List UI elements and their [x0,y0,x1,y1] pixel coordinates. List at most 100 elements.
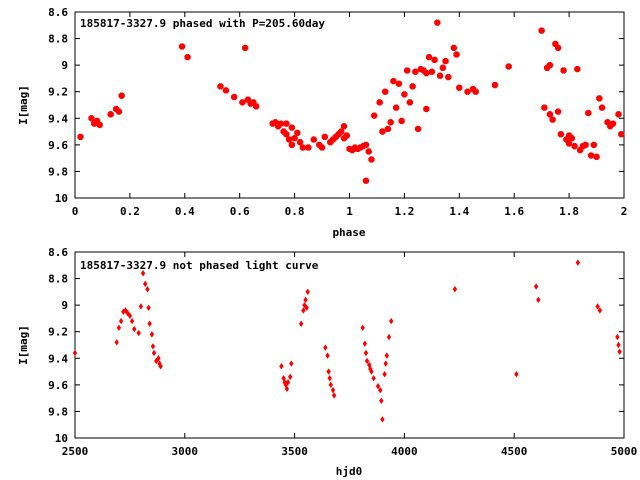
data-point [560,67,567,74]
data-point [554,44,562,52]
data-point [431,56,438,63]
data-point [406,99,414,106]
data-point [362,340,368,347]
data-point [379,128,386,135]
y-tick-label: 9.8 [48,405,68,418]
data-point [616,341,621,349]
data-point [158,363,163,370]
data-point [291,135,298,142]
data-point [442,58,449,65]
data-point [598,104,606,111]
data-point [231,93,238,101]
data-point [343,132,350,139]
data-point [289,360,294,367]
data-point [390,77,397,85]
x-tick-label: 3000 [172,445,199,458]
data-point [326,368,331,375]
data-point [178,43,186,50]
x-tick-label: 4000 [391,445,418,458]
data-point [184,54,191,61]
data-point [107,111,114,118]
data-point [546,62,554,69]
data-point [118,92,125,99]
unphased-light-curve-chart: 185817-3327.9 not phased light curve hjd… [17,246,637,478]
data-point [129,317,135,325]
data-point [321,133,328,141]
data-point [303,296,308,304]
data-point [283,131,290,138]
data-point [149,331,155,338]
data-point [328,381,334,389]
y-ticks: 8.6 8.8 9 9.2 9.4 9.6 9.8 10 [48,6,624,205]
y-tick-label: 9 [61,59,68,72]
data-point [364,357,370,365]
x-tick-label: 0.2 [120,205,140,218]
data-point [398,117,405,125]
data-point [305,144,312,151]
data-point [401,91,408,98]
data-point [285,379,291,386]
data-points [72,259,622,423]
x-tick-label: 2500 [62,445,89,458]
data-point [472,88,479,95]
data-point [382,88,389,95]
data-point [414,125,422,133]
data-point [242,44,249,52]
data-point [386,333,392,341]
data-point [536,296,541,304]
data-point [575,259,581,266]
x-tick-label: 0 [72,205,79,218]
data-point [376,99,383,106]
x-tick-label: 0.6 [230,205,250,218]
x-tick-label: 0.8 [285,205,305,218]
data-point [279,363,284,370]
y-tick-label: 9.6 [48,379,68,392]
y-tick-label: 9.2 [48,326,68,339]
data-point [412,68,419,75]
x-axis-label: phase [332,226,365,239]
data-point [284,385,290,393]
data-point [514,371,519,378]
data-point [439,64,446,71]
data-point [362,141,370,148]
data-point [77,133,84,141]
data-point [384,125,392,133]
data-point [615,111,622,118]
data-point [456,84,463,91]
data-point [617,348,622,355]
data-point [305,288,310,296]
phased-light-curve-chart: 185817-3327.9 phased with P=205.60day ph… [17,6,627,239]
data-point [140,270,146,277]
data-point [380,416,385,423]
y-tick-label: 8.6 [48,6,68,19]
data-point [582,141,589,148]
data-point [383,360,388,367]
data-point [294,129,301,137]
x-tick-label: 3500 [281,445,308,458]
data-point [445,73,452,81]
data-point [533,283,539,290]
data-point [505,63,512,70]
data-point [288,141,295,148]
data-point [587,152,595,159]
y-tick-label: 9.2 [48,86,68,99]
data-point [285,136,293,143]
data-point [72,349,78,357]
data-point [428,68,435,75]
data-point [574,65,581,73]
data-point [115,108,123,115]
data-point [118,317,124,325]
data-point [114,339,119,346]
data-point [239,99,246,106]
chart-title: 185817-3327.9 phased with P=205.60day [80,17,325,30]
data-point [146,304,151,311]
x-ticks: 0 0.2 0.4 0.6 0.8 1 1.2 1.4 1.6 1.8 2 [72,12,627,218]
data-point [138,303,144,310]
y-tick-label: 9.4 [48,352,68,365]
data-point [365,148,372,155]
data-point [375,382,381,390]
data-point [147,320,152,327]
data-point [371,375,376,382]
data-point [393,104,400,111]
